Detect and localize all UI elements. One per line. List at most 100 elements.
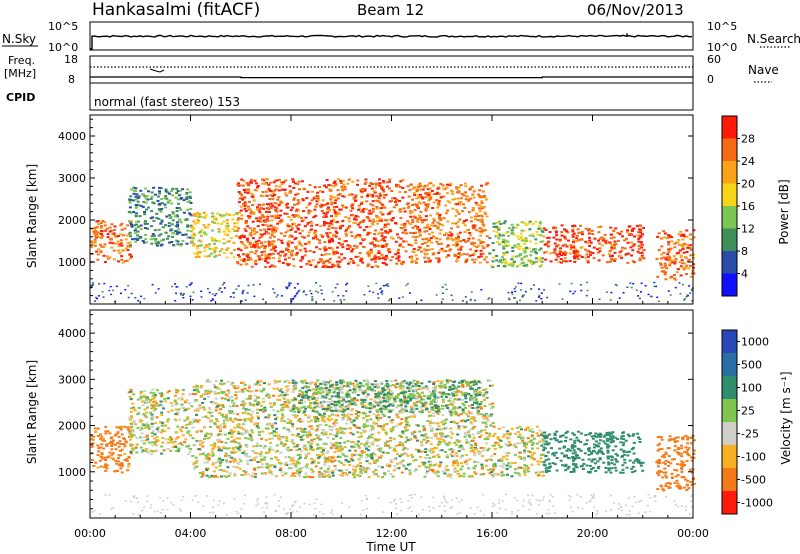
power-cell — [316, 195, 320, 198]
velocity-cell — [392, 469, 396, 472]
power-cell — [193, 222, 197, 225]
velocity-cell — [348, 464, 351, 466]
velocity-cell — [287, 449, 291, 452]
power-ground-cell — [315, 282, 317, 284]
velocity-cell — [128, 432, 132, 435]
velocity-cell — [250, 439, 254, 442]
velocity-cell — [328, 408, 332, 411]
power-cell — [438, 213, 442, 216]
velocity-cell — [268, 465, 272, 468]
power-cell — [510, 229, 514, 232]
power-ground-cell — [683, 299, 686, 301]
power-cell — [252, 211, 256, 214]
power-cell — [383, 219, 387, 222]
power-ground-cell — [310, 292, 313, 295]
velocity-cell — [227, 391, 231, 394]
power-ground-cell — [514, 290, 517, 293]
velocity-cell — [139, 392, 143, 395]
power-cell — [135, 223, 139, 226]
power-cell — [450, 227, 454, 230]
velocity-cell — [395, 444, 399, 447]
power-cell — [276, 198, 280, 201]
power-cell — [151, 201, 155, 204]
velocity-cell — [355, 410, 359, 412]
power-cell — [413, 193, 417, 196]
power-cell — [356, 264, 360, 267]
power-cell — [522, 229, 526, 232]
velocity-cell — [491, 474, 495, 477]
velocity-cell — [313, 438, 317, 441]
velocity-cell — [325, 391, 329, 394]
power-cell — [199, 240, 203, 243]
velocity-cell — [263, 382, 266, 385]
power-cell — [279, 201, 283, 204]
power-cell — [128, 241, 132, 244]
power-cell — [657, 249, 661, 252]
power-ground-cell — [686, 294, 689, 296]
power-cell — [245, 255, 249, 257]
velocity-cell — [206, 379, 210, 382]
power-cell — [129, 195, 133, 198]
velocity-cell — [486, 438, 490, 441]
power-cell — [394, 200, 397, 203]
velocity-cell — [299, 469, 303, 472]
power-cell — [108, 241, 112, 244]
power-cell — [196, 253, 200, 256]
power-cell — [619, 255, 622, 258]
power-cell — [255, 217, 259, 220]
power-cell — [133, 232, 137, 235]
power-ground-cell — [185, 286, 188, 288]
velocity-cell — [416, 388, 420, 391]
velocity-cell — [459, 444, 463, 447]
velocity-cell — [309, 446, 313, 449]
power-cell — [686, 246, 690, 249]
velocity-cell — [294, 416, 298, 419]
power-cell — [357, 255, 361, 258]
velocity-cell — [453, 385, 457, 388]
power-cell — [426, 203, 430, 206]
velocity-cell — [296, 433, 300, 436]
power-cell — [210, 212, 214, 215]
power-cell — [334, 235, 338, 238]
power-cell — [361, 210, 365, 213]
velocity-cell — [129, 410, 133, 413]
power-ground-cell — [655, 285, 657, 288]
power-ground-cell — [200, 290, 203, 292]
power-cell — [534, 260, 538, 263]
power-cell — [376, 232, 380, 235]
power-cell — [451, 239, 455, 242]
velocity-cell — [247, 408, 251, 411]
power-cell — [457, 235, 460, 238]
power-cell — [272, 265, 276, 268]
velocity-cell — [184, 423, 188, 426]
velocity-cell — [434, 387, 438, 390]
power-cell — [575, 240, 579, 243]
power-cell — [417, 186, 421, 189]
power-cell — [352, 261, 356, 264]
power-cell — [320, 204, 324, 207]
power-cell — [428, 191, 432, 194]
power-cell — [484, 212, 488, 215]
power-cell — [119, 224, 123, 227]
power-cell — [240, 217, 244, 220]
velocity-cell — [291, 379, 295, 382]
velocity-cell — [306, 387, 309, 390]
power-cell — [336, 178, 340, 181]
velocity-cell — [478, 390, 482, 393]
power-cell — [430, 248, 434, 251]
power-cell — [597, 231, 601, 234]
velocity-cell — [339, 436, 343, 439]
power-cell — [380, 187, 384, 190]
power-cell — [453, 238, 457, 241]
power-cell — [312, 251, 316, 254]
velocity-cell — [206, 416, 210, 419]
velocity-cell — [198, 448, 202, 451]
velocity-cell — [210, 434, 214, 437]
power-cell — [464, 191, 468, 194]
power-cell — [379, 257, 383, 260]
velocity-cell — [315, 434, 319, 437]
power-cell — [240, 194, 244, 197]
velocity-cell — [443, 440, 447, 443]
power-cell — [554, 245, 558, 248]
power-cell — [659, 237, 663, 240]
